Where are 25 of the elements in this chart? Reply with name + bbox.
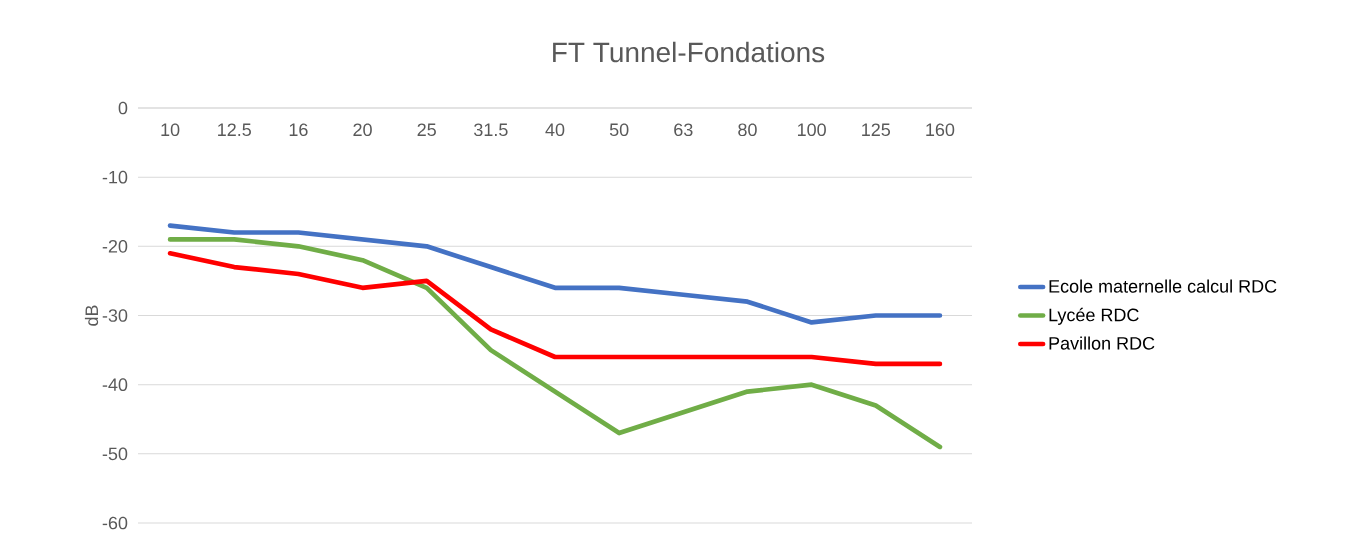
- y-axis-title: dB: [84, 305, 99, 326]
- y-tick-label: -10: [102, 170, 128, 184]
- x-tick-label: 10: [161, 123, 180, 137]
- legend-label: Pavillon RDC: [1049, 336, 1155, 350]
- x-tick-label: 125: [862, 123, 891, 137]
- chart-title: FT Tunnel-Fondations: [553, 41, 825, 63]
- x-tick-label: 63: [674, 123, 693, 137]
- x-tick-label: 31.5: [474, 123, 508, 137]
- x-tick-label: 40: [545, 123, 565, 137]
- x-tick-label: 20: [353, 123, 372, 137]
- y-tick-label: -40: [102, 378, 128, 392]
- legend-label: Ecole maternelle calcul RDC: [1049, 279, 1277, 293]
- x-tick-label: 160: [926, 123, 955, 137]
- x-tick-label: 12.5: [218, 123, 251, 137]
- y-tick-label: -60: [102, 516, 128, 530]
- y-tick-label: -20: [102, 239, 128, 253]
- x-tick-label: 100: [797, 123, 826, 137]
- legend-label: Lycée RDC: [1049, 307, 1139, 325]
- y-tick-label: 0: [118, 101, 128, 115]
- y-tick-label: -50: [102, 447, 128, 461]
- x-tick-label: 80: [738, 123, 757, 137]
- y-tick-label: -30: [102, 309, 128, 322]
- x-tick-label: 50: [609, 123, 629, 137]
- x-tick-label: 25: [417, 123, 436, 137]
- x-tick-label: 16: [289, 123, 308, 137]
